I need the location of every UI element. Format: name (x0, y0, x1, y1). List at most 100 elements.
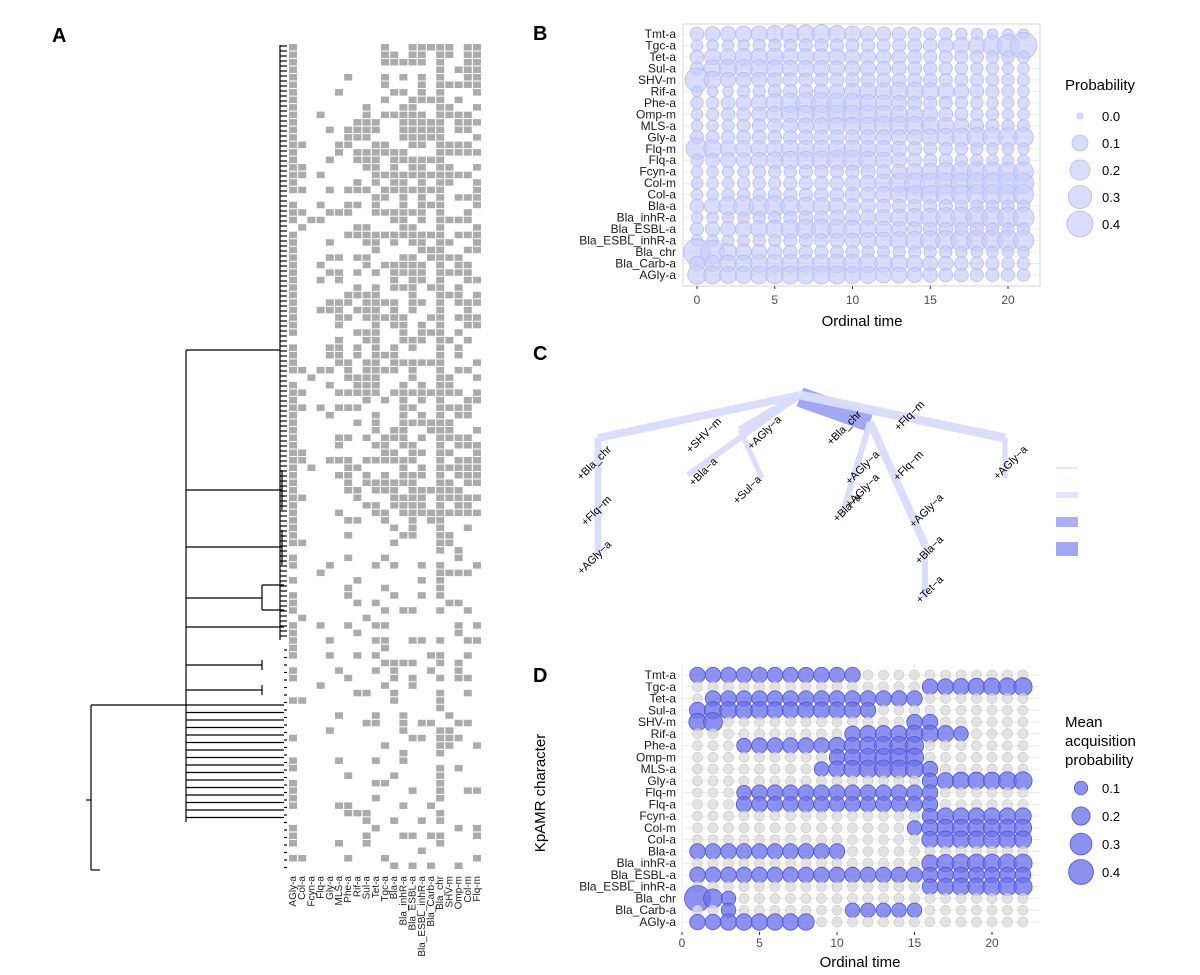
presence-tile (408, 156, 417, 164)
d-bubble (750, 701, 769, 720)
presence-tile (289, 802, 297, 809)
presence-tile (463, 171, 472, 179)
presence-tile (436, 749, 445, 757)
b-bubble (1016, 268, 1031, 282)
d-bubble (875, 866, 892, 884)
b-bubble (1017, 96, 1030, 109)
presence-tile (362, 314, 371, 321)
presence-tile (454, 734, 463, 742)
c-branch (737, 428, 765, 480)
c-legend-key (1056, 467, 1078, 469)
presence-tile (454, 329, 463, 336)
presence-tile (353, 689, 362, 697)
b-legend-label: 0.3 (1102, 190, 1120, 205)
presence-tile (335, 269, 343, 276)
d-bubble-empty (831, 822, 843, 834)
presence-tile (289, 51, 297, 58)
d-bubble-empty (878, 669, 889, 681)
d-bubble-empty (955, 752, 967, 763)
d-bubble (704, 913, 722, 931)
b-bubble (843, 266, 862, 284)
presence-tile (436, 261, 445, 269)
presence-tile (463, 464, 472, 471)
d-bubble-empty (878, 881, 889, 893)
d-bubble-empty (1017, 704, 1029, 716)
b-bubble (721, 165, 735, 178)
column-label: Bla_inhR-a (398, 876, 409, 926)
b-bubble (706, 165, 719, 178)
presence-tile (417, 359, 426, 366)
presence-tile (325, 652, 334, 659)
d-bubble-empty (893, 834, 905, 845)
presence-tile (362, 359, 371, 366)
d-bubble-empty (847, 681, 858, 693)
b-x-ticks: 0 5 10 15 20 (694, 286, 1015, 307)
presence-tile (436, 742, 445, 749)
d-bubble (905, 759, 924, 779)
presence-tile (399, 336, 408, 344)
presence-tile (289, 366, 297, 374)
presence-tile (371, 344, 380, 351)
presence-tile (371, 757, 380, 764)
presence-tile (371, 141, 380, 149)
presence-tile (289, 674, 297, 682)
presence-tile (399, 419, 408, 426)
presence-tile (371, 502, 380, 509)
d-bubble-empty (723, 810, 734, 822)
b-bubble (737, 176, 751, 190)
b-bubble (827, 265, 847, 285)
presence-tile (289, 554, 297, 562)
presence-tile (408, 119, 417, 126)
presence-tile (445, 734, 454, 742)
b-bubble (705, 152, 720, 168)
presence-tile (362, 479, 371, 486)
presence-tile (473, 179, 481, 186)
d-bubble (797, 866, 815, 884)
b-row-label: Fcyn-a (639, 165, 676, 179)
column-label: Flq-m (472, 876, 483, 902)
presence-tile (371, 824, 380, 832)
d-bubble (797, 796, 815, 813)
d-bubble-empty (707, 857, 719, 869)
presence-tile (399, 186, 408, 194)
presence-tile (399, 314, 408, 321)
column-label: Bla_chr (435, 875, 446, 910)
d-legend-label: 0.2 (1102, 809, 1120, 824)
d-bubble-empty (800, 728, 812, 740)
presence-tile (353, 809, 362, 817)
presence-tile (390, 674, 399, 682)
presence-tile (399, 224, 408, 231)
presence-tile (390, 862, 399, 869)
b-row-label: AGly-a (639, 268, 676, 282)
presence-tile (463, 637, 472, 644)
presence-tile (454, 547, 463, 554)
d-bubble (1013, 877, 1033, 897)
presence-tile (436, 104, 445, 111)
presence-tile (417, 134, 426, 141)
presence-tile (371, 457, 380, 464)
b-bubble (985, 73, 1000, 87)
d-bubble (797, 737, 815, 754)
c-branch-label: +Flq−m (891, 449, 926, 484)
presence-tile (399, 89, 408, 96)
presence-tile (381, 44, 389, 51)
presence-tile (473, 299, 481, 306)
c-branch (866, 420, 929, 547)
presence-tile (298, 164, 307, 171)
presence-tile (436, 607, 445, 614)
presence-tile (390, 306, 399, 314)
presence-tile (353, 351, 362, 359)
presence-tile (344, 366, 353, 374)
presence-tile (417, 502, 426, 509)
presence-tile (390, 239, 399, 246)
presence-tile (473, 134, 481, 141)
presence-tile (436, 517, 445, 524)
presence-tile (344, 517, 353, 524)
d-bubble-empty (986, 716, 998, 728)
d-bubble (766, 843, 784, 860)
b-row-label: Sul-a (648, 61, 676, 75)
presence-tile (445, 404, 454, 411)
presence-tile (353, 291, 362, 299)
d-bubble-empty (769, 681, 781, 693)
d-bubble-empty (940, 740, 951, 751)
